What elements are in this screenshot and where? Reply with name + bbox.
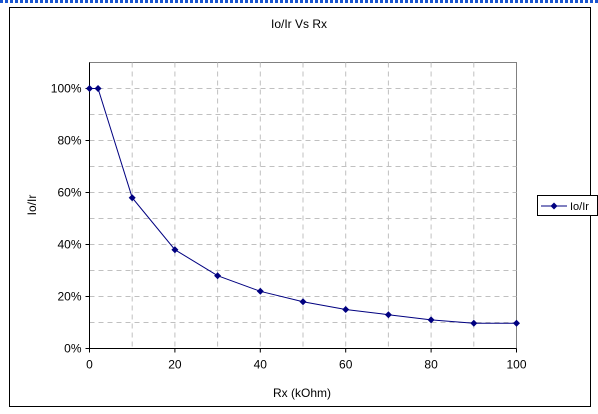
data-point [513, 319, 520, 327]
x-tick-label: 0 [86, 358, 93, 372]
legend-label: Io/Ir [570, 201, 589, 213]
y-tick-label: 80% [57, 134, 81, 148]
data-point [427, 316, 435, 324]
data-point [299, 298, 307, 306]
data-point [342, 306, 350, 313]
x-axis-label: Rx (kOhm) [273, 386, 331, 400]
data-point [470, 319, 478, 327]
data-point [128, 194, 136, 202]
data-point [86, 85, 93, 92]
chart-title: Io/Ir Vs Rx [271, 17, 327, 31]
x-tick-label: 20 [168, 358, 182, 372]
series-line [89, 88, 517, 324]
data-point [171, 246, 179, 254]
y-axis-ticks: 0% 20% 40% 60% 80% 100% [51, 82, 90, 356]
data-point [256, 287, 264, 295]
x-axis-ticks: 0 20 40 60 80 100 [86, 348, 527, 372]
y-tick-label: 40% [57, 238, 81, 252]
x-tick-label: 60 [339, 358, 353, 372]
x-tick-label: 40 [254, 358, 268, 372]
y-axis-label: Io/Ir [25, 195, 39, 216]
legend: Io/Ir [537, 195, 598, 216]
y-tick-label: 20% [57, 290, 81, 304]
data-point [94, 85, 102, 92]
legend-marker-swatch [550, 202, 558, 210]
y-tick-label: 60% [57, 186, 81, 200]
x-tick-label: 80 [424, 358, 438, 372]
data-point [214, 272, 222, 280]
x-tick-label: 100 [506, 358, 526, 372]
y-tick-label: 100% [51, 82, 82, 96]
y-tick-label: 0% [64, 342, 82, 356]
data-point [384, 311, 392, 319]
series-layer [86, 85, 520, 327]
gridlines [89, 62, 517, 349]
